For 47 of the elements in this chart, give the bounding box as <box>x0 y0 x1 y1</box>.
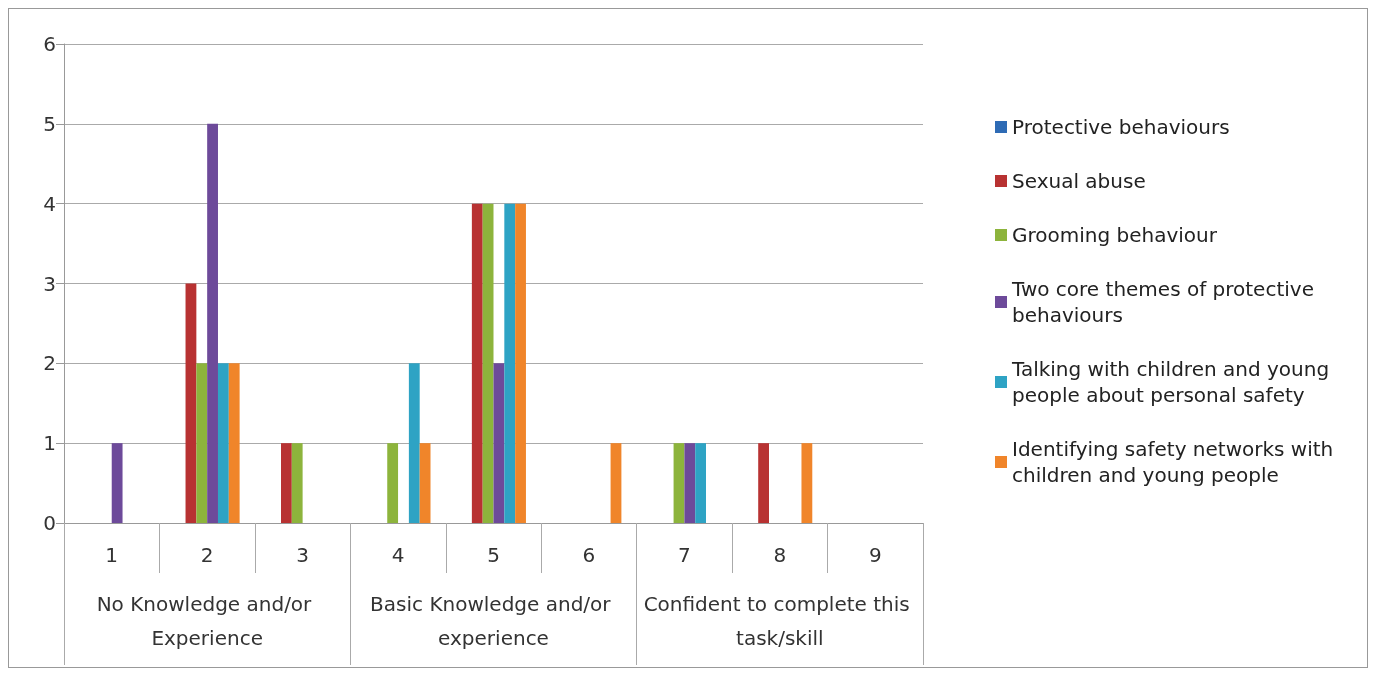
bar <box>684 443 696 523</box>
bar <box>185 283 197 523</box>
x-tick-label: 6 <box>582 543 596 567</box>
y-tick-label: 2 <box>43 351 56 376</box>
bar <box>207 123 218 523</box>
bar <box>280 443 292 523</box>
legend-label: Grooming behaviour <box>1012 223 1218 247</box>
text: Basic Knowledge and/or experience <box>370 592 617 650</box>
bar <box>471 203 483 523</box>
legend-label: Protective behaviours <box>1012 115 1230 139</box>
bar <box>387 443 399 523</box>
bar <box>758 443 770 523</box>
y-tick-label: 4 <box>43 191 56 216</box>
x-tick-label: 8 <box>773 543 787 567</box>
bar <box>801 443 813 523</box>
text: No Knowledge and/or Experience <box>96 592 318 650</box>
bar <box>111 443 123 523</box>
x-tick-label: 9 <box>868 543 882 567</box>
bar <box>515 203 526 523</box>
legend-label: Two core themes of protective behaviours <box>1011 277 1321 327</box>
bar <box>504 203 516 523</box>
x-tick-label: 7 <box>678 543 691 567</box>
y-tick-label: 1 <box>43 431 56 456</box>
x-tick-label: 5 <box>487 543 500 567</box>
bar <box>673 443 685 523</box>
text: Confident to complete this task/skill <box>643 592 917 650</box>
bar <box>493 363 505 523</box>
y-tick-label: 6 <box>43 32 56 56</box>
y-tick-label: 3 <box>43 271 56 296</box>
bar <box>695 443 707 523</box>
bar <box>419 443 431 523</box>
bar <box>610 443 622 523</box>
x-tick-label: 1 <box>105 543 119 567</box>
bar <box>482 203 494 523</box>
x-tick-label: 2 <box>200 543 214 567</box>
y-tick-label: 5 <box>43 111 56 136</box>
bar <box>408 363 420 523</box>
bar <box>228 363 240 523</box>
x-tick-label: 3 <box>296 543 309 567</box>
bar <box>291 443 303 523</box>
x-tick-label: 4 <box>391 543 405 567</box>
legend-label: Identifying safety networks with children and young people <box>1012 437 1340 487</box>
legend-label: Sexual abuse <box>1012 169 1146 193</box>
bar <box>196 363 208 523</box>
bar <box>217 363 229 523</box>
y-tick-label: 0 <box>43 511 56 535</box>
legend-label: Talking with children and young people about personal safety <box>1011 357 1336 407</box>
